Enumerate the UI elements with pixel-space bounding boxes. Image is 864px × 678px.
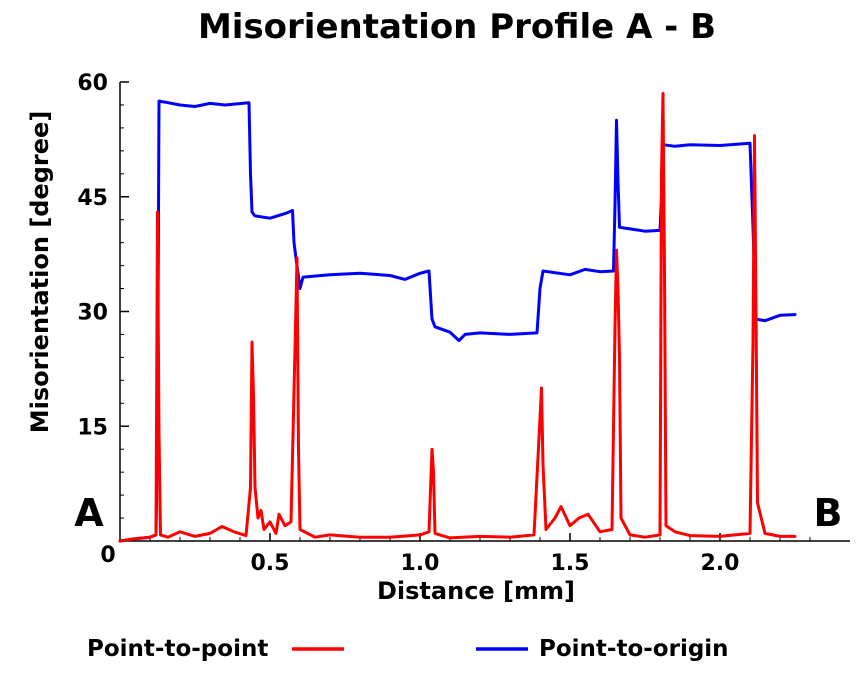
x-tick-label: 1.5 bbox=[551, 551, 590, 576]
end-point-label: B bbox=[814, 491, 843, 535]
axes bbox=[119, 82, 850, 542]
chart-title: Misorientation Profile A - B bbox=[198, 7, 716, 47]
series-line-point-to-origin bbox=[118, 99, 797, 543]
legend: Point-to-point Point-to-origin bbox=[87, 636, 729, 662]
x-tick-label: 0.5 bbox=[251, 551, 290, 576]
x-axis-label: Distance [mm] bbox=[377, 577, 575, 605]
y-tick-label: 45 bbox=[77, 186, 108, 211]
y-tick-label: 15 bbox=[77, 415, 108, 440]
x-tick-label: 1.0 bbox=[401, 551, 440, 576]
y-tick-label: 30 bbox=[77, 301, 108, 326]
x-tick-label: 2.0 bbox=[701, 551, 740, 576]
x-ticks: 0.5 1.0 1.5 2.0 bbox=[251, 533, 740, 576]
y-tick-label: 60 bbox=[77, 71, 108, 96]
y-ticks: 15 30 45 60 bbox=[77, 71, 129, 440]
origin-tick-label: 0 bbox=[100, 543, 115, 568]
series-line-point-to-point bbox=[118, 92, 797, 543]
series-layer bbox=[118, 92, 797, 543]
minor-ticks bbox=[120, 104, 811, 541]
legend-label-point-to-origin: Point-to-origin bbox=[539, 636, 729, 662]
legend-label-point-to-point: Point-to-point bbox=[87, 636, 268, 662]
start-point-label: A bbox=[74, 491, 104, 535]
y-axis-label: Misorientation [degree] bbox=[26, 111, 54, 434]
